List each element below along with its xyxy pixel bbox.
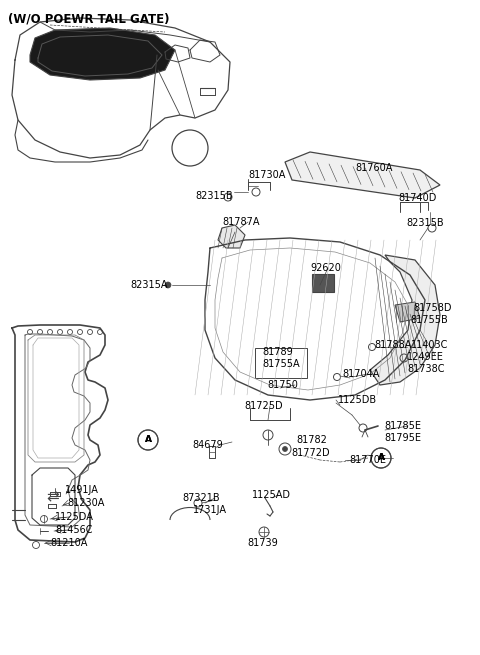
Text: 81785E: 81785E xyxy=(384,421,421,431)
Bar xyxy=(312,274,334,292)
Text: 1491JA: 1491JA xyxy=(65,485,99,495)
Polygon shape xyxy=(30,28,175,80)
Text: 1125DB: 1125DB xyxy=(338,395,377,405)
Text: A: A xyxy=(377,453,384,462)
Text: 81755B: 81755B xyxy=(410,315,448,325)
Text: 81210A: 81210A xyxy=(50,538,87,548)
Text: A: A xyxy=(144,436,152,445)
Bar xyxy=(255,348,307,378)
Polygon shape xyxy=(395,302,420,322)
Circle shape xyxy=(165,282,171,288)
Text: 81456C: 81456C xyxy=(55,525,93,535)
Text: 1125AD: 1125AD xyxy=(252,490,291,500)
Text: 81770E: 81770E xyxy=(349,455,386,465)
Polygon shape xyxy=(218,225,245,248)
Text: 81788A: 81788A xyxy=(374,340,411,350)
Text: 81230A: 81230A xyxy=(67,498,104,508)
Text: 81739: 81739 xyxy=(247,538,278,548)
Text: 81789: 81789 xyxy=(262,347,293,357)
Text: 84679: 84679 xyxy=(192,440,223,450)
Text: 81750: 81750 xyxy=(267,380,298,390)
Text: (W/O POEWR TAIL GATE): (W/O POEWR TAIL GATE) xyxy=(8,12,169,25)
Text: 81782: 81782 xyxy=(296,435,327,445)
Text: 81755A: 81755A xyxy=(262,359,300,369)
Text: 1731JA: 1731JA xyxy=(193,505,227,515)
Text: 82315A: 82315A xyxy=(130,280,168,290)
Text: 81730A: 81730A xyxy=(248,170,286,180)
Text: ⇄: ⇄ xyxy=(47,489,60,504)
Text: 1249EE: 1249EE xyxy=(407,352,444,362)
Text: 82315B: 82315B xyxy=(195,191,233,201)
Text: A: A xyxy=(144,436,152,445)
Text: 81795E: 81795E xyxy=(384,433,421,443)
Text: 81738C: 81738C xyxy=(407,364,444,374)
Text: 81772D: 81772D xyxy=(291,448,330,458)
Text: 81725D: 81725D xyxy=(244,401,283,411)
Text: 81758D: 81758D xyxy=(413,303,452,313)
Text: 81760A: 81760A xyxy=(355,163,392,173)
Polygon shape xyxy=(370,255,440,385)
Text: 11403C: 11403C xyxy=(411,340,448,350)
Text: 81787A: 81787A xyxy=(222,217,260,227)
Polygon shape xyxy=(285,152,440,198)
Text: 81740D: 81740D xyxy=(398,193,436,203)
Text: 81704A: 81704A xyxy=(342,369,379,379)
Text: A: A xyxy=(377,453,384,462)
Text: 92620: 92620 xyxy=(310,263,341,273)
Text: 1125DA: 1125DA xyxy=(55,512,94,522)
Text: 82315B: 82315B xyxy=(406,218,444,228)
Text: 87321B: 87321B xyxy=(182,493,220,503)
Circle shape xyxy=(283,447,288,451)
